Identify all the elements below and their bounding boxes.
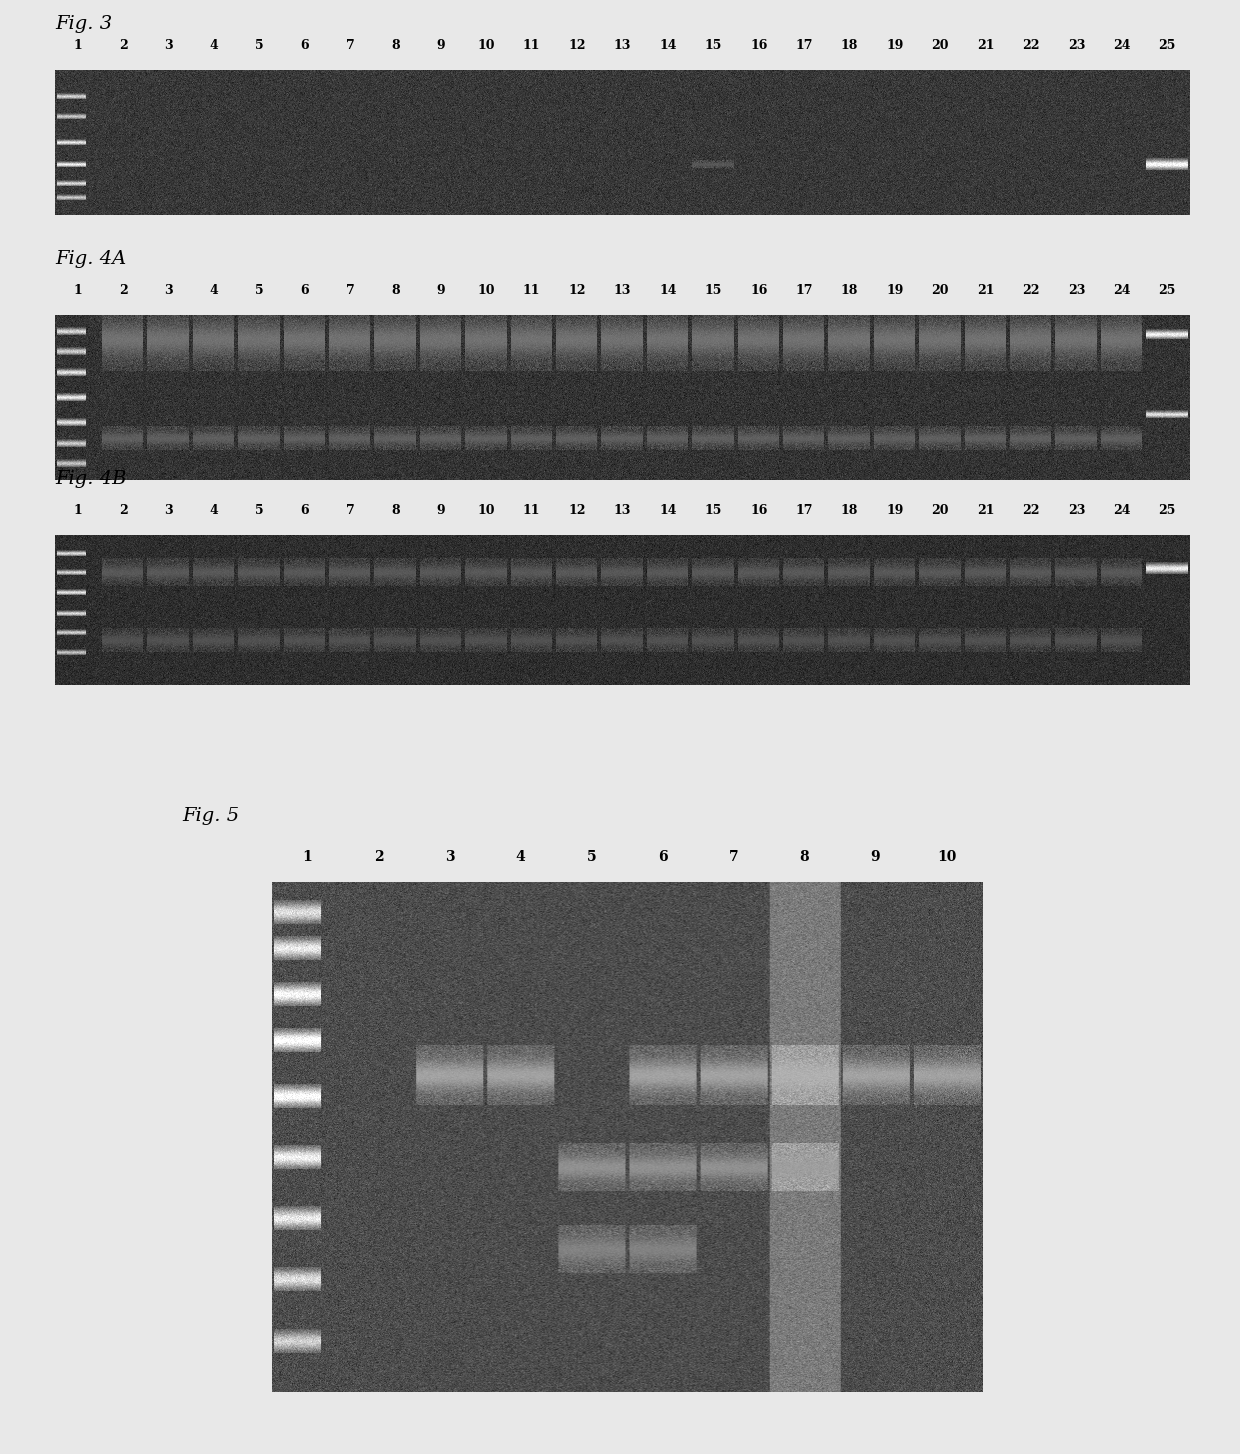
Text: 20: 20 (931, 39, 949, 52)
Text: Fig. 5: Fig. 5 (182, 807, 239, 824)
Text: 18: 18 (841, 505, 858, 518)
Text: 7: 7 (346, 39, 355, 52)
Text: 17: 17 (795, 284, 813, 297)
Text: 10: 10 (477, 39, 495, 52)
Text: 6: 6 (300, 284, 309, 297)
Text: 25: 25 (1158, 39, 1176, 52)
Text: 6: 6 (300, 505, 309, 518)
Text: 7: 7 (346, 505, 355, 518)
Text: 4: 4 (210, 505, 218, 518)
Text: 25: 25 (1158, 284, 1176, 297)
Text: 9: 9 (436, 505, 445, 518)
Text: 24: 24 (1114, 505, 1131, 518)
Text: 20: 20 (931, 505, 949, 518)
Text: 19: 19 (887, 284, 904, 297)
Text: 5: 5 (255, 39, 264, 52)
Text: 14: 14 (660, 505, 677, 518)
Text: 21: 21 (977, 284, 994, 297)
Text: 13: 13 (614, 505, 631, 518)
Text: 9: 9 (436, 284, 445, 297)
Text: 2: 2 (373, 851, 383, 864)
Text: 3: 3 (445, 851, 454, 864)
Text: 10: 10 (477, 505, 495, 518)
Text: 17: 17 (795, 505, 813, 518)
Text: 5: 5 (587, 851, 596, 864)
Text: 20: 20 (931, 284, 949, 297)
Text: Fig. 3: Fig. 3 (55, 15, 112, 33)
Text: 8: 8 (391, 284, 399, 297)
Text: 6: 6 (657, 851, 667, 864)
Text: 16: 16 (750, 505, 768, 518)
Text: 3: 3 (164, 505, 172, 518)
Text: 15: 15 (704, 284, 722, 297)
Text: 14: 14 (660, 39, 677, 52)
Text: 23: 23 (1068, 39, 1085, 52)
Text: 4: 4 (516, 851, 526, 864)
Text: 24: 24 (1114, 284, 1131, 297)
Text: 3: 3 (164, 284, 172, 297)
Text: Fig. 4A: Fig. 4A (55, 250, 126, 268)
Text: 14: 14 (660, 284, 677, 297)
Text: 8: 8 (800, 851, 810, 864)
Text: 6: 6 (300, 39, 309, 52)
Text: 22: 22 (1022, 39, 1040, 52)
Text: 16: 16 (750, 284, 768, 297)
Text: 5: 5 (255, 505, 264, 518)
Text: 18: 18 (841, 284, 858, 297)
Text: 1: 1 (303, 851, 312, 864)
Text: 4: 4 (210, 284, 218, 297)
Text: 4: 4 (210, 39, 218, 52)
Text: Fig. 4B: Fig. 4B (55, 470, 126, 489)
Text: 19: 19 (887, 505, 904, 518)
Text: 13: 13 (614, 284, 631, 297)
Text: 10: 10 (477, 284, 495, 297)
Text: 11: 11 (523, 284, 541, 297)
Text: 11: 11 (523, 39, 541, 52)
Text: 9: 9 (436, 39, 445, 52)
Text: 15: 15 (704, 505, 722, 518)
Text: 10: 10 (936, 851, 956, 864)
Text: 7: 7 (729, 851, 738, 864)
Text: 16: 16 (750, 39, 768, 52)
Text: 23: 23 (1068, 505, 1085, 518)
Text: 8: 8 (391, 39, 399, 52)
Text: 13: 13 (614, 39, 631, 52)
Text: 17: 17 (795, 39, 813, 52)
Text: 5: 5 (255, 284, 264, 297)
Text: 12: 12 (568, 505, 585, 518)
Text: 24: 24 (1114, 39, 1131, 52)
Text: 1: 1 (73, 284, 82, 297)
Text: 1: 1 (73, 39, 82, 52)
Text: 2: 2 (119, 39, 128, 52)
Text: 18: 18 (841, 39, 858, 52)
Text: 12: 12 (568, 284, 585, 297)
Text: 23: 23 (1068, 284, 1085, 297)
Text: 21: 21 (977, 39, 994, 52)
Text: 1: 1 (73, 505, 82, 518)
Text: 2: 2 (119, 505, 128, 518)
Text: 19: 19 (887, 39, 904, 52)
Text: 8: 8 (391, 505, 399, 518)
Text: 15: 15 (704, 39, 722, 52)
Text: 12: 12 (568, 39, 585, 52)
Text: 3: 3 (164, 39, 172, 52)
Text: 7: 7 (346, 284, 355, 297)
Text: 2: 2 (119, 284, 128, 297)
Text: 22: 22 (1022, 284, 1040, 297)
Text: 21: 21 (977, 505, 994, 518)
Text: 11: 11 (523, 505, 541, 518)
Text: 9: 9 (870, 851, 880, 864)
Text: 25: 25 (1158, 505, 1176, 518)
Text: 22: 22 (1022, 505, 1040, 518)
